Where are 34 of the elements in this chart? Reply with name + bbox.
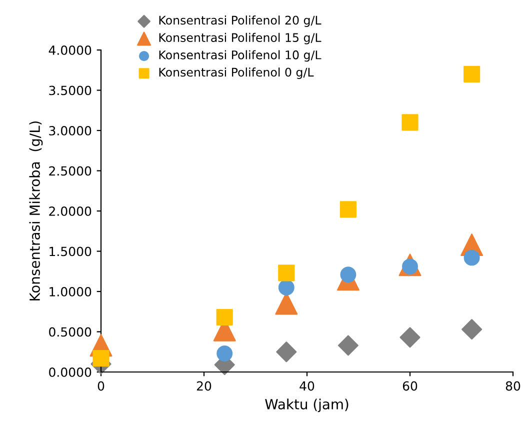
y-tick-label: 0.5000 [49,327,92,337]
y-tick-label: 3.0000 [49,126,92,136]
y-tick-label: 1.5000 [50,246,92,256]
y-tick-label: 1.0000 [50,286,92,296]
legend-label: Konsentrasi Polifenol 10 g/L [159,50,322,62]
point [402,114,418,131]
x-tick-label: 60 [402,381,418,391]
y-tick-label: 0.0000 [49,367,92,377]
point [462,319,482,340]
point [92,350,110,367]
point [276,342,297,362]
y-tick-label: 2.0000 [49,206,92,216]
point [278,279,294,296]
y-tick-label: 4.0000 [48,45,92,55]
y-axis-title: Konsentrasi Mikroba (g/L) [29,121,43,300]
legend-label: Konsentrasi Polifenol 15 g/L [159,32,322,44]
x-tick-label: 20 [196,381,212,391]
point [400,327,420,348]
point [338,335,358,356]
x-tick-label: 80 [506,381,520,391]
y-tick-label: 3.5000 [49,86,92,96]
legend-label: Konsentrasi Polifenol 0 g/L [159,68,314,79]
x-axis-title: Waktu (jam) [265,398,348,412]
point [340,201,356,218]
x-tick-label: 40 [300,381,314,391]
point [278,264,295,282]
point [464,66,480,82]
legend-label: Konsentrasi Polifenol 20 g/L [159,16,322,27]
y-tick-label: 2.5000 [49,166,92,176]
point [216,308,233,326]
point [340,266,356,283]
x-tick-label: 0 [98,381,104,391]
point [464,250,480,266]
point [216,346,233,362]
